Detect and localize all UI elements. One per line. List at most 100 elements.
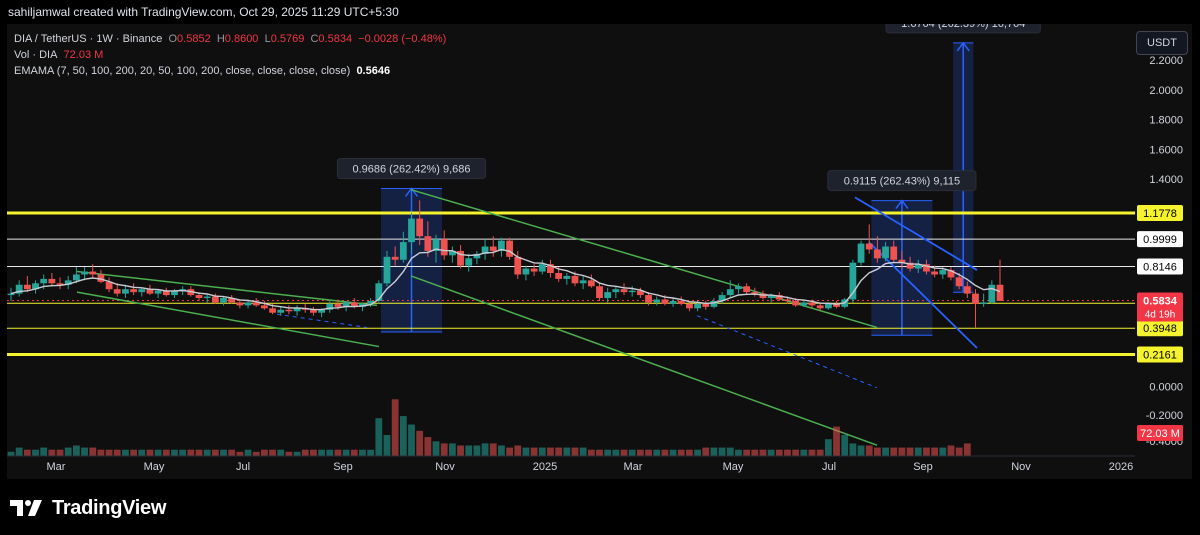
volume-bar [686,449,693,456]
volume-bar [310,449,317,456]
candle-body [432,239,440,251]
candle-body [955,277,963,287]
candle-body [988,284,996,303]
x-tick-label: Mar [624,461,643,473]
volume-bar [203,449,211,456]
candle [220,296,227,306]
candle [138,287,146,297]
candle-body [865,243,873,250]
candle-body [97,274,105,282]
volume-bar [277,449,285,456]
volume-bar [187,449,195,456]
candle [72,267,80,284]
candle-body [310,309,317,313]
measure-label: 1.6764 (262.39%) 16,764 [901,24,1025,30]
candle-body [146,289,154,294]
channel-line-lower [76,291,380,348]
volume-bar [775,449,783,456]
level-badge [1137,205,1183,221]
y-tick-label: 2.2000 [1149,55,1183,67]
candle [873,236,881,263]
x-tick-label: Jul [822,461,836,473]
y-tick-label: -0.2000 [1146,410,1183,422]
candle-body [399,242,407,260]
volume-bar [465,445,473,456]
candle [408,212,415,254]
volume-bar [612,449,620,456]
candle-body [416,218,424,237]
candle [612,286,620,299]
candle [514,250,522,279]
volume-bar [326,449,334,456]
volume-bar [865,445,873,456]
candle-body [931,271,939,275]
candle-body [914,264,922,269]
candle-body [604,292,612,299]
volume-bar [571,447,579,456]
candle-body [203,296,211,299]
volume-bar [547,447,554,456]
currency-button[interactable]: USDT [1136,31,1188,55]
volume-bar [931,447,939,456]
volume-bar [873,447,881,456]
volume-bar [408,424,415,456]
candle-body [334,303,342,307]
volume-bar [767,449,775,456]
volume-bar [318,449,325,456]
candle-body [808,302,816,306]
y-tick-label: 2.0000 [1149,85,1183,97]
ema-label: EMAMA (7, 50, 100, 200, 20, 50, 100, 200… [14,65,351,77]
volume-bar [489,443,497,456]
volume-bar [522,447,530,456]
candle-body [448,250,456,256]
candle-body [923,264,930,272]
candle [236,299,244,309]
symbol-label[interactable]: DIA / TetherUS · 1W · Binance [14,33,163,45]
volume-bar [113,449,121,456]
candle-body [686,303,693,309]
candle-body [571,275,579,284]
volume-bar [857,445,865,456]
attribution-text: sahiljamwal created with TradingView.com… [8,5,399,19]
volume-bar [800,449,808,456]
candle [914,259,922,274]
candle-body [457,250,464,266]
chart-panel[interactable]: 0.9686 (262.42%) 9,686 0.9115 (262.43%) 9… [7,24,1192,479]
volume-bar [391,399,399,456]
volume-bar [726,447,734,456]
candle-body [792,300,800,306]
volume-bar [293,451,301,456]
open-value: 0.5852 [177,33,211,45]
volume-bar [457,445,464,456]
candle-body [23,284,31,290]
volume-bar [923,447,930,456]
candle-body [530,268,538,272]
candle [547,259,554,278]
volume-bar [816,449,824,456]
volume-bar [481,443,489,456]
candle-body [489,246,497,251]
volume-bar [882,447,889,456]
candle [735,283,742,294]
ema-row[interactable]: EMAMA (7, 50, 100, 200, 20, 50, 100, 200… [14,63,446,79]
candle-body [547,264,554,274]
volume-bar [563,447,571,456]
candle-body [244,302,252,306]
candle [743,283,751,296]
candle [677,296,685,306]
candle [228,295,236,304]
level-label: 1.1778 [1143,208,1177,220]
candle [81,267,88,281]
candle-body [596,286,603,299]
volume-bar [48,449,56,456]
volume-bar [220,449,227,456]
candle [457,245,464,269]
candle-body [702,303,710,307]
price-chart[interactable]: 0.9686 (262.42%) 9,686 0.9115 (262.43%) 9… [7,24,1192,479]
falling-channel-upper [854,196,978,271]
candle-body [898,259,906,263]
channel-line-lower [410,275,878,446]
tradingview-logo-icon [10,500,42,516]
volume-row[interactable]: Vol · DIA 72.03 M [14,47,446,63]
candle [988,280,996,304]
